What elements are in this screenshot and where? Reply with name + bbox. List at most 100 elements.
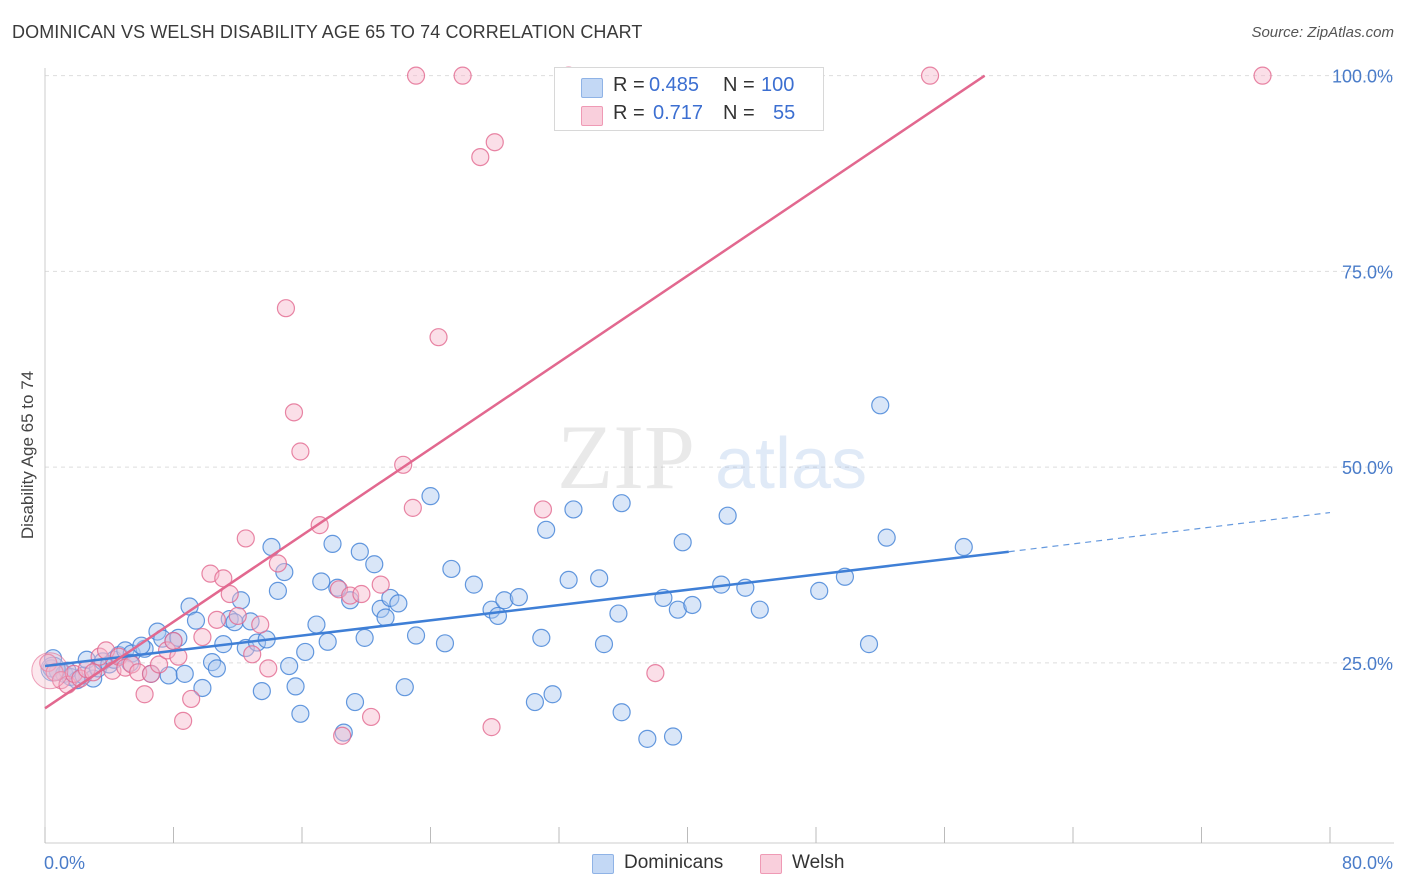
dominicans-point [532,628,551,647]
welsh-point [1253,66,1272,85]
dominicans-point [406,626,426,645]
welsh-point [646,663,665,683]
welsh-point [453,66,472,85]
dominicans-point [718,506,737,525]
dominicans-point [207,659,226,678]
y-tick-labels: 25.0% 50.0% 75.0% 100.0% [1332,67,1393,674]
dominicans-point [683,595,702,615]
dominicans-point [318,632,337,651]
legend-n-value: 100 [761,74,795,96]
dominicans-point [609,604,628,623]
dominicans-point [341,591,360,610]
y-axis-label: Disability Age 65 to 74 [18,371,37,539]
dominicans-point [312,572,331,591]
x-tick-label: 80.0% [1342,853,1393,873]
dominicans-point [750,600,769,619]
dominicans-point [525,692,545,712]
welsh-point [284,403,304,422]
welsh-point [482,718,501,737]
dominicans-point [280,656,299,676]
y-tick-label: 50.0% [1342,458,1393,478]
grid-lines [45,75,1394,664]
dominicans-point [673,533,692,552]
legend-row-dominicans: R = 0.485 N = 100 [555,74,823,102]
legend-r-value: 0.717 [653,102,704,124]
welsh-point [164,631,183,651]
welsh-point [291,442,310,461]
dominicans-point [355,628,374,647]
dominicans-point [559,570,578,590]
dominicans-trend-extension [1008,511,1331,553]
x-tick-labels: 0.0% 80.0% [44,853,1393,873]
dominicans-point [296,642,315,662]
welsh-point [276,299,296,318]
y-tick-label: 25.0% [1342,654,1393,674]
welsh-point [429,328,448,347]
legend-dominicans-label: Dominicans [624,852,724,873]
legend-r-label: R = [613,74,645,96]
welsh-point [39,653,58,673]
dominicans-point [488,606,508,626]
stats-legend: R = 0.485 N = 100 R = 0.717 N = 55 [554,67,824,131]
welsh-trend-line [44,74,986,710]
legend-swatch-pink [581,106,603,126]
welsh-point [533,500,553,519]
y-tick-label: 100.0% [1332,67,1393,87]
dominicans-point [859,635,879,654]
dominicans-point [334,723,353,742]
dominicans-point [638,729,657,748]
dominicans-point [252,681,271,701]
dominicans-point [268,581,288,600]
welsh-point-large [31,652,69,690]
dominicans-point [537,520,556,539]
dominicans-point [389,594,408,613]
dominicans-point [169,628,188,647]
axes [44,68,1394,844]
dominicans-point [345,692,365,712]
dominicans-point [954,537,973,557]
welsh-point [149,655,169,674]
dominicans-point [421,487,440,506]
welsh-point [182,689,201,709]
dominicans-point [286,677,305,696]
welsh-point [193,627,212,647]
dominicans-point [376,608,395,627]
welsh-point [228,606,247,626]
source-label: Source: ZipAtlas.com [1251,24,1394,41]
legend-welsh-swatch [760,854,782,874]
welsh-point [333,726,352,745]
legend-r-label: R = [613,102,645,124]
watermark-atlas: atlas [715,424,867,504]
welsh-point [371,575,390,594]
dominicans-point [175,664,194,683]
dominicans-point [495,591,514,610]
x-tick-label: 0.0% [44,853,85,873]
dominicans-point [594,635,614,654]
welsh-point [406,66,426,85]
dominicans-point [668,600,687,619]
legend-n-value: 55 [773,102,796,124]
dominicans-point [564,500,583,519]
dominicans-point [877,528,896,547]
dominicans-point [395,678,414,697]
chart-title: DOMINICAN VS WELSH DISABILITY AGE 65 TO … [12,22,643,42]
watermark: ZIP atlas [557,406,867,508]
legend-dominicans-swatch [592,854,614,874]
dominicans-point [186,611,206,630]
dominicans-point [543,685,562,704]
legend-n-label: N = [723,102,755,124]
dominicans-point [202,653,222,672]
dominicans-point [291,704,310,723]
legend-row-welsh: R = 0.717 N = 55 [555,102,823,130]
welsh-point [207,610,226,629]
welsh-point [485,133,504,152]
legend-n-label: N = [723,74,755,96]
dominicans-point [231,591,251,610]
dominicans-point [509,588,528,607]
dominicans-trend-line [44,550,1009,668]
y-tick-label: 75.0% [1342,262,1393,282]
legend-welsh-label: Welsh [792,852,845,873]
welsh-point [329,580,349,599]
dominicans-point [612,703,631,722]
